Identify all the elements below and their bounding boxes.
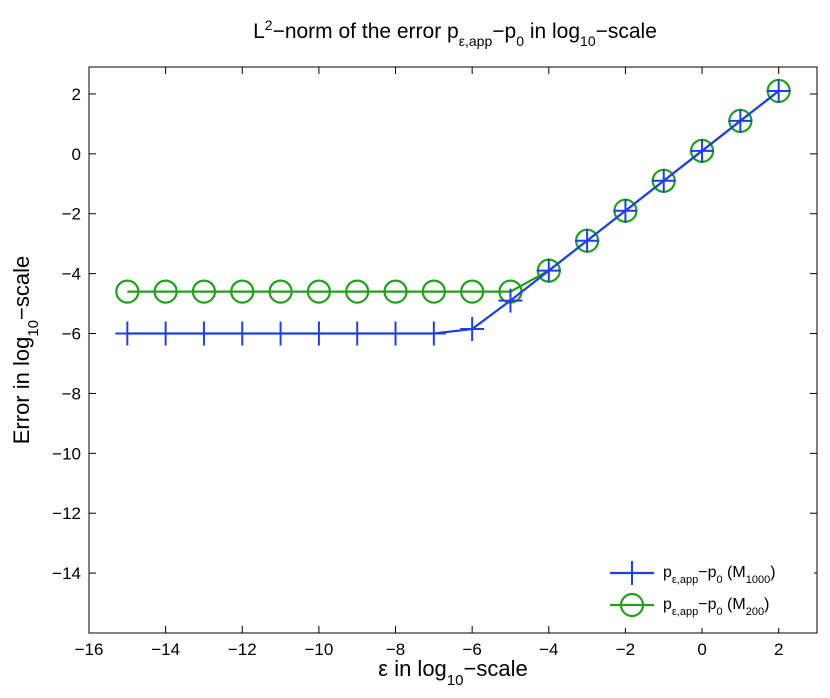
point-0-9 — [460, 317, 485, 342]
series-layer — [115, 78, 791, 346]
point-1-0 — [115, 279, 140, 304]
point-0-16 — [728, 108, 753, 133]
point-1-9 — [460, 279, 485, 304]
x-tick-label-9: 2 — [774, 640, 783, 659]
legend-box — [604, 556, 814, 628]
axis-ticks — [88, 67, 817, 633]
point-1-5 — [306, 279, 331, 304]
point-0-3 — [230, 321, 255, 346]
point-0-10 — [498, 288, 523, 313]
y-tick-label-4: −6 — [62, 325, 81, 344]
point-0-12 — [575, 228, 600, 253]
legend-label-m1000: pε,app−p0 (M1000) — [663, 564, 776, 586]
y-tick-label-2: −10 — [52, 444, 81, 463]
x-tick-label-6: −4 — [539, 640, 558, 659]
point-1-6 — [345, 279, 370, 304]
legend: pε,app−p0 (M1000) pε,app−p0 (M200) — [604, 556, 814, 628]
x-tick-label-3: −10 — [304, 640, 333, 659]
y-tick-label-6: −2 — [62, 205, 81, 224]
point-0-1 — [153, 321, 178, 346]
x-tick-labels: −16 −14 −12 −10 −8 −6 −4 −2 0 2 — [75, 640, 784, 659]
point-0-7 — [383, 321, 408, 346]
series-1 — [115, 78, 791, 304]
legend-marker-plus — [620, 561, 644, 585]
chart-title: L2−norm of the error pε,app−p0 in log10−… — [253, 17, 657, 49]
point-0-0 — [115, 321, 140, 346]
y-tick-label-7: 0 — [72, 145, 81, 164]
legend-swatch-circle — [610, 592, 654, 618]
y-axis-label: Error in log10−scale — [9, 256, 42, 445]
plot-frame — [88, 66, 818, 634]
x-tick-label-4: −8 — [386, 640, 405, 659]
point-0-11 — [536, 258, 561, 283]
point-0-5 — [306, 321, 331, 346]
x-tick-label-1: −14 — [151, 640, 180, 659]
legend-entry-m200: pε,app−p0 (M200) — [610, 592, 769, 618]
point-1-2 — [191, 279, 217, 304]
point-1-7 — [383, 279, 408, 304]
legend-swatch-plus — [610, 561, 654, 585]
legend-entry-m1000: pε,app−p0 (M1000) — [610, 561, 776, 586]
y-tick-label-8: 2 — [72, 85, 81, 104]
point-0-13 — [613, 198, 638, 223]
legend-marker-circle — [619, 592, 645, 618]
point-0-15 — [690, 138, 715, 163]
series-0 — [115, 78, 791, 346]
point-0-14 — [651, 168, 676, 193]
point-1-1 — [153, 279, 178, 304]
y-tick-label-3: −8 — [62, 384, 81, 403]
point-1-4 — [268, 279, 293, 304]
x-axis-label: ε in log10−scale — [378, 656, 527, 689]
y-tick-labels: −14 −12 −10 −8 −6 −4 −2 0 2 — [52, 85, 81, 583]
point-0-8 — [421, 321, 446, 346]
point-0-17 — [766, 78, 791, 103]
y-tick-label-1: −12 — [52, 504, 81, 523]
point-1-3 — [230, 279, 255, 304]
series-line-1 — [127, 90, 780, 293]
x-tick-label-2: −12 — [228, 640, 257, 659]
series-line-0 — [127, 90, 780, 335]
legend-label-m200: pε,app−p0 (M200) — [663, 596, 769, 618]
x-tick-label-8: 0 — [697, 640, 706, 659]
point-1-8 — [421, 279, 446, 304]
y-tick-label-0: −14 — [52, 564, 81, 583]
x-tick-label-0: −16 — [75, 640, 104, 659]
y-tick-label-5: −4 — [62, 265, 81, 284]
x-tick-label-7: −2 — [616, 640, 635, 659]
x-tick-label-5: −6 — [462, 640, 481, 659]
point-0-4 — [268, 321, 293, 346]
point-0-2 — [191, 321, 216, 346]
point-0-6 — [345, 321, 370, 346]
